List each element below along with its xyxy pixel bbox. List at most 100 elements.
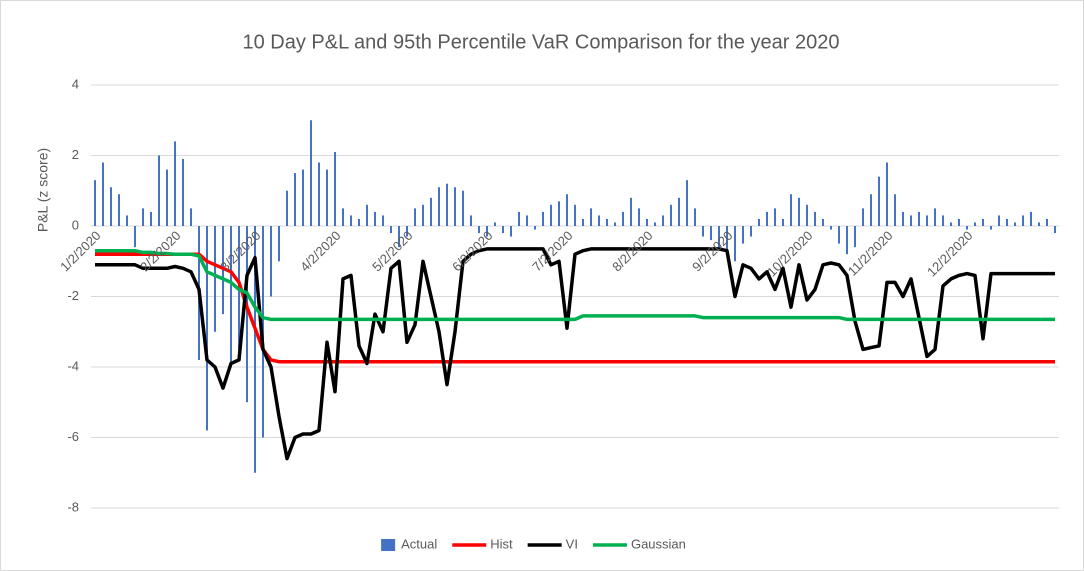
bar xyxy=(790,194,792,226)
bar xyxy=(926,215,928,226)
bar xyxy=(318,162,320,226)
bar xyxy=(662,215,664,226)
bar xyxy=(718,226,720,248)
bar xyxy=(950,222,952,226)
bar xyxy=(726,226,728,255)
y-tick-label: -2 xyxy=(67,288,79,303)
bar xyxy=(526,215,528,226)
bar xyxy=(798,197,800,226)
bar xyxy=(230,226,232,367)
bar xyxy=(942,215,944,226)
bar xyxy=(382,215,384,226)
bar xyxy=(902,211,904,226)
bar xyxy=(142,208,144,226)
bar xyxy=(886,162,888,226)
bar xyxy=(862,208,864,226)
bar xyxy=(894,194,896,226)
chart-title: 10 Day P&L and 95th Percentile VaR Compa… xyxy=(242,31,839,53)
y-tick-label: 0 xyxy=(72,217,79,232)
bar xyxy=(734,226,736,262)
bar xyxy=(574,204,576,226)
line xyxy=(95,248,1055,322)
bar xyxy=(750,226,752,237)
bar xyxy=(806,204,808,226)
bar xyxy=(278,226,280,262)
bar xyxy=(958,218,960,226)
y-axis-label: P&L (z score) xyxy=(35,148,51,232)
y-tick-label: -4 xyxy=(67,358,79,373)
bar xyxy=(414,208,416,226)
bar xyxy=(494,222,496,226)
bar xyxy=(94,180,96,226)
bar xyxy=(558,201,560,226)
bar xyxy=(814,211,816,226)
bar xyxy=(134,226,136,248)
bar xyxy=(846,226,848,255)
bar xyxy=(918,211,920,226)
bar xyxy=(534,226,536,230)
bar xyxy=(350,215,352,226)
bar xyxy=(638,208,640,226)
line xyxy=(95,252,1055,364)
bar xyxy=(870,194,872,226)
bar xyxy=(254,226,256,473)
bar xyxy=(190,208,192,226)
bar xyxy=(1030,211,1032,226)
bar xyxy=(502,226,504,234)
bar xyxy=(982,218,984,226)
bar xyxy=(150,211,152,226)
bar xyxy=(454,187,456,226)
bar xyxy=(390,226,392,234)
bar xyxy=(758,218,760,226)
y-tick-label: -6 xyxy=(67,429,79,444)
bar xyxy=(694,208,696,226)
bar xyxy=(710,226,712,241)
bar xyxy=(766,211,768,226)
bar xyxy=(966,226,968,230)
bar xyxy=(398,226,400,248)
bar xyxy=(166,169,168,226)
bar xyxy=(830,226,832,230)
bar xyxy=(326,169,328,226)
bar xyxy=(302,169,304,226)
bar xyxy=(174,141,176,226)
bar xyxy=(934,208,936,226)
bar xyxy=(334,151,336,226)
bar xyxy=(510,226,512,237)
bar xyxy=(1038,222,1040,226)
bar xyxy=(854,226,856,248)
bar xyxy=(646,218,648,226)
y-tick-label: 2 xyxy=(72,147,79,162)
bar xyxy=(102,162,104,226)
bar xyxy=(614,222,616,226)
legend-label: Gaussian xyxy=(631,536,686,551)
legend-label: VI xyxy=(566,536,578,551)
bar xyxy=(598,215,600,226)
bar xyxy=(366,204,368,226)
bar xyxy=(822,218,824,226)
bar xyxy=(518,211,520,226)
bar xyxy=(654,222,656,226)
bar xyxy=(678,197,680,226)
bar xyxy=(622,211,624,226)
bar xyxy=(566,194,568,226)
bar xyxy=(470,215,472,226)
bar xyxy=(606,218,608,226)
bar xyxy=(1006,218,1008,226)
bar xyxy=(438,187,440,226)
bar xyxy=(342,208,344,226)
bar xyxy=(582,218,584,226)
bar xyxy=(110,187,112,226)
bar xyxy=(878,176,880,226)
bar xyxy=(838,226,840,244)
bar xyxy=(246,226,248,403)
bar xyxy=(542,211,544,226)
bar xyxy=(422,204,424,226)
bar xyxy=(214,226,216,332)
bar xyxy=(782,218,784,226)
bar xyxy=(478,226,480,234)
bar xyxy=(310,120,312,226)
bar xyxy=(1022,215,1024,226)
